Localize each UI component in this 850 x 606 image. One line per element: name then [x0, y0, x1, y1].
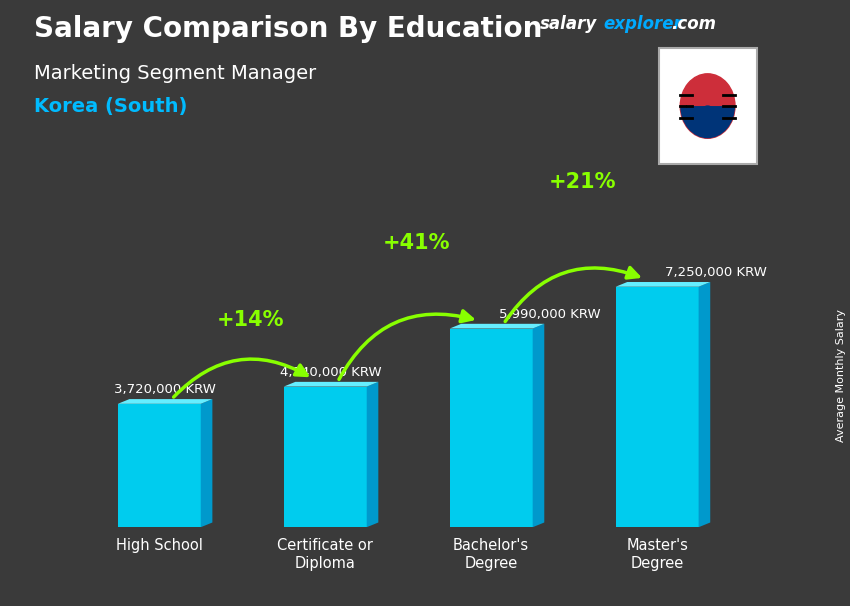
Text: Salary Comparison By Education: Salary Comparison By Education — [34, 15, 542, 43]
Text: 5,990,000 KRW: 5,990,000 KRW — [500, 308, 601, 321]
FancyBboxPatch shape — [450, 328, 533, 527]
Polygon shape — [201, 399, 212, 527]
Text: .com: .com — [672, 15, 717, 33]
Text: 7,250,000 KRW: 7,250,000 KRW — [666, 266, 768, 279]
Text: +14%: +14% — [217, 310, 284, 330]
Polygon shape — [615, 282, 711, 287]
Circle shape — [680, 74, 735, 138]
FancyBboxPatch shape — [284, 387, 366, 527]
Wedge shape — [680, 106, 735, 138]
Text: Marketing Segment Manager: Marketing Segment Manager — [34, 64, 316, 82]
Polygon shape — [699, 282, 711, 527]
Polygon shape — [118, 399, 212, 404]
Text: +21%: +21% — [549, 172, 616, 192]
Circle shape — [700, 90, 715, 106]
Polygon shape — [284, 382, 378, 387]
FancyBboxPatch shape — [615, 287, 699, 527]
Text: +41%: +41% — [382, 233, 450, 253]
FancyBboxPatch shape — [118, 404, 201, 527]
Text: salary: salary — [540, 15, 597, 33]
Circle shape — [700, 106, 715, 122]
Polygon shape — [450, 324, 544, 328]
Text: Average Monthly Salary: Average Monthly Salary — [836, 309, 846, 442]
Text: 3,720,000 KRW: 3,720,000 KRW — [115, 383, 217, 396]
Polygon shape — [533, 324, 544, 527]
Polygon shape — [366, 382, 378, 527]
Text: Korea (South): Korea (South) — [34, 97, 187, 116]
Text: explorer: explorer — [604, 15, 683, 33]
Text: 4,240,000 KRW: 4,240,000 KRW — [280, 365, 382, 379]
